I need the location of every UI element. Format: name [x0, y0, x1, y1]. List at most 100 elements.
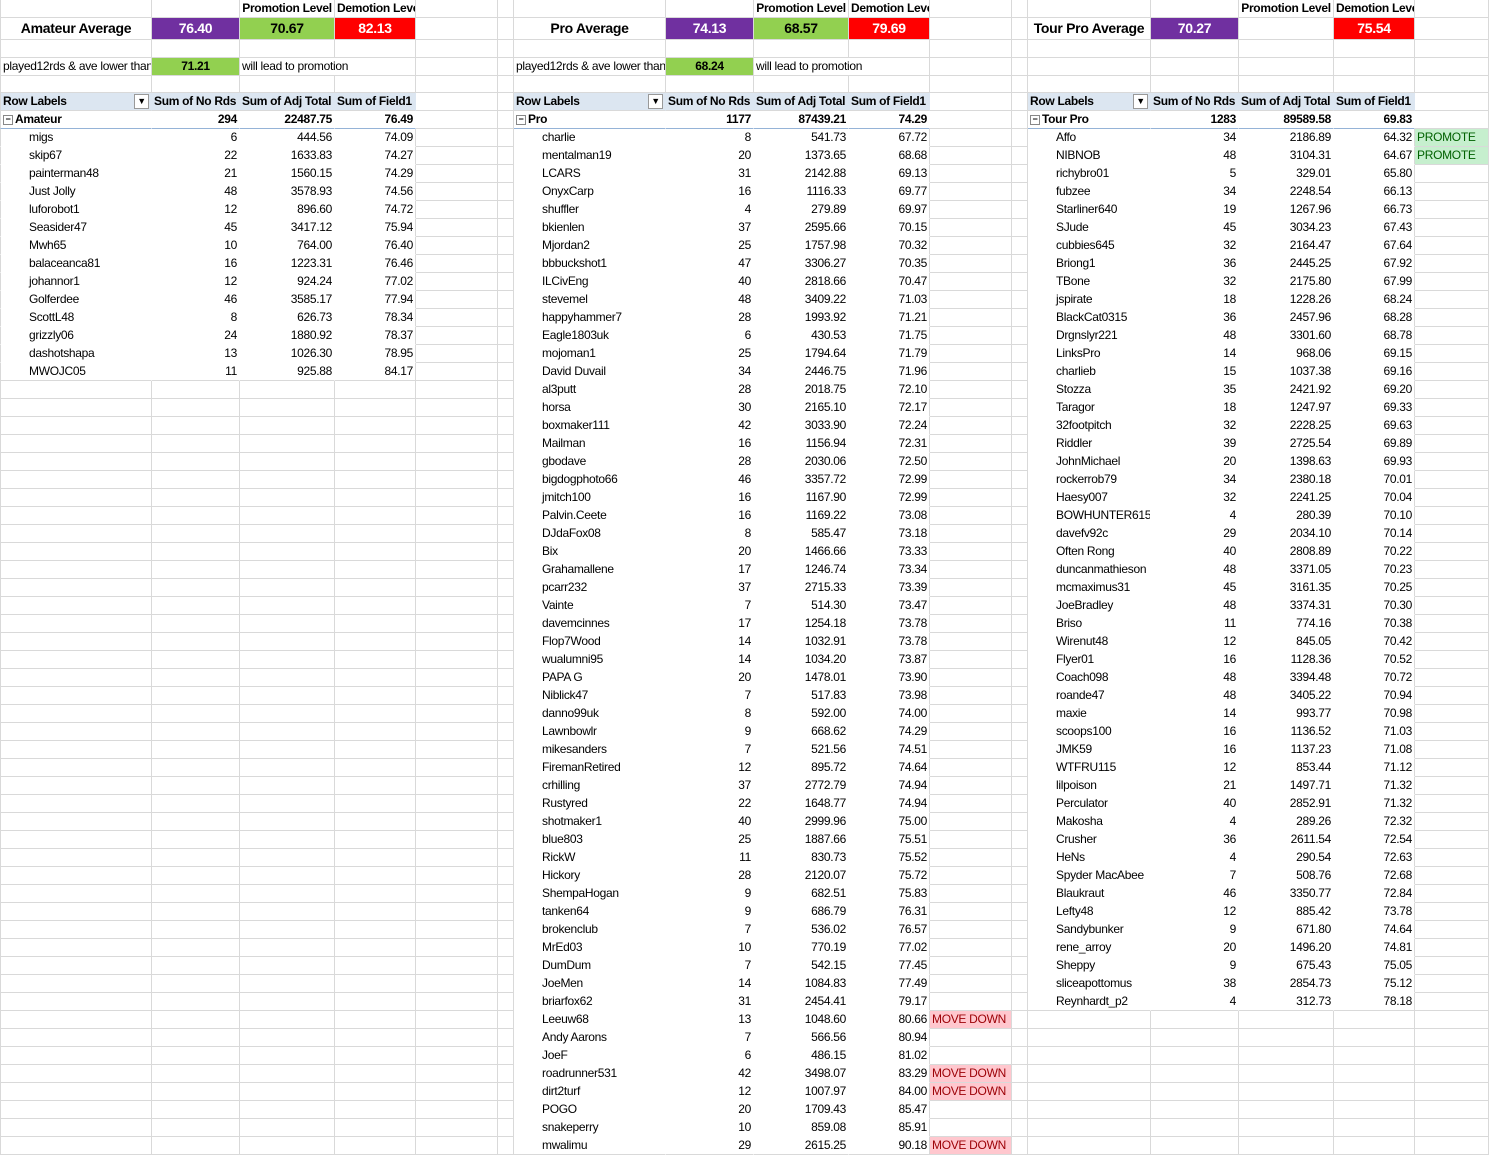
- adj-total[interactable]: 312.73: [1239, 993, 1334, 1011]
- cell[interactable]: [416, 507, 498, 525]
- cell[interactable]: [1415, 93, 1489, 111]
- cell[interactable]: [152, 1137, 240, 1155]
- player-name[interactable]: migs: [0, 129, 152, 147]
- cell[interactable]: [240, 489, 335, 507]
- cell[interactable]: [416, 147, 498, 165]
- player-name[interactable]: richybro01: [1028, 165, 1151, 183]
- player-name[interactable]: MrEd03: [514, 939, 666, 957]
- no-rds[interactable]: 30: [666, 399, 754, 417]
- cell[interactable]: [849, 40, 930, 58]
- cell[interactable]: [152, 885, 240, 903]
- cell[interactable]: [416, 633, 498, 651]
- field1-average[interactable]: 75.72: [849, 867, 930, 885]
- cell[interactable]: [152, 525, 240, 543]
- cell[interactable]: [152, 633, 240, 651]
- cell[interactable]: [152, 975, 240, 993]
- cell[interactable]: [152, 849, 240, 867]
- cell[interactable]: [1415, 795, 1489, 813]
- spacer-cell[interactable]: [1012, 633, 1028, 651]
- spacer-cell[interactable]: [1012, 867, 1028, 885]
- no-rds[interactable]: 20: [666, 669, 754, 687]
- cell[interactable]: [1239, 40, 1334, 58]
- cell[interactable]: [416, 705, 498, 723]
- no-rds[interactable]: 45: [152, 219, 240, 237]
- collapse-icon[interactable]: −: [516, 114, 526, 125]
- no-rds[interactable]: 48: [1151, 561, 1239, 579]
- no-rds[interactable]: 9: [666, 885, 754, 903]
- no-rds[interactable]: 10: [666, 1119, 754, 1137]
- adj-total[interactable]: 3585.17: [240, 291, 335, 309]
- adj-total[interactable]: 430.53: [754, 327, 849, 345]
- field1-average[interactable]: 73.90: [849, 669, 930, 687]
- cell[interactable]: [930, 255, 1012, 273]
- adj-total[interactable]: 1398.63: [1239, 453, 1334, 471]
- player-name[interactable]: shuffler: [514, 201, 666, 219]
- field1-average[interactable]: 72.63: [1334, 849, 1415, 867]
- cell[interactable]: [152, 759, 240, 777]
- cell[interactable]: [335, 633, 416, 651]
- adj-total[interactable]: 1228.26: [1239, 291, 1334, 309]
- cell[interactable]: [0, 1101, 152, 1119]
- field1-average[interactable]: 84.00: [849, 1083, 930, 1101]
- cell[interactable]: [240, 435, 335, 453]
- no-rds[interactable]: 40: [666, 273, 754, 291]
- spacer-cell[interactable]: [1012, 777, 1028, 795]
- spacer-cell[interactable]: [1012, 615, 1028, 633]
- spacer-cell[interactable]: [498, 471, 514, 489]
- cell[interactable]: [1415, 687, 1489, 705]
- adj-total[interactable]: 1156.94: [754, 435, 849, 453]
- adj-total[interactable]: 3350.77: [1239, 885, 1334, 903]
- column-header[interactable]: Sum of No Rds: [1151, 93, 1239, 111]
- group-row-label[interactable]: − Pro: [514, 111, 666, 129]
- cell[interactable]: [1028, 40, 1151, 58]
- cell[interactable]: [335, 687, 416, 705]
- cell[interactable]: [930, 201, 1012, 219]
- cell[interactable]: [0, 489, 152, 507]
- field1-average[interactable]: 70.32: [849, 237, 930, 255]
- adj-total[interactable]: 3498.07: [754, 1065, 849, 1083]
- cell[interactable]: [0, 1083, 152, 1101]
- average-value[interactable]: 76.40: [152, 18, 240, 40]
- player-name[interactable]: Grahamallene: [514, 561, 666, 579]
- no-rds[interactable]: 47: [666, 255, 754, 273]
- no-rds[interactable]: 16: [666, 435, 754, 453]
- adj-total[interactable]: 2772.79: [754, 777, 849, 795]
- spacer-cell[interactable]: [1012, 93, 1028, 111]
- adj-total[interactable]: 2615.25: [754, 1137, 849, 1155]
- adj-total[interactable]: 1167.90: [754, 489, 849, 507]
- cell[interactable]: [416, 903, 498, 921]
- spacer-cell[interactable]: [498, 417, 514, 435]
- spacer-cell[interactable]: [1012, 273, 1028, 291]
- cell[interactable]: [1028, 1083, 1151, 1101]
- adj-total[interactable]: 566.56: [754, 1029, 849, 1047]
- cell[interactable]: [1415, 111, 1489, 129]
- cell[interactable]: [416, 795, 498, 813]
- cell[interactable]: [416, 1083, 498, 1101]
- field1-average[interactable]: 70.04: [1334, 489, 1415, 507]
- cell[interactable]: [1415, 1137, 1489, 1155]
- player-name[interactable]: Briso: [1028, 615, 1151, 633]
- adj-total[interactable]: 2142.88: [754, 165, 849, 183]
- field1-average[interactable]: 66.73: [1334, 201, 1415, 219]
- adj-total[interactable]: 1794.64: [754, 345, 849, 363]
- player-name[interactable]: Just Jolly: [0, 183, 152, 201]
- spacer-cell[interactable]: [1012, 309, 1028, 327]
- adj-total[interactable]: 3405.22: [1239, 687, 1334, 705]
- cell[interactable]: [930, 165, 1012, 183]
- cell[interactable]: [0, 921, 152, 939]
- row-labels-header[interactable]: Row Labels ▼: [0, 93, 152, 111]
- no-rds[interactable]: 31: [666, 993, 754, 1011]
- player-name[interactable]: jmitch100: [514, 489, 666, 507]
- cell[interactable]: [416, 687, 498, 705]
- no-rds[interactable]: 6: [666, 1047, 754, 1065]
- no-rds[interactable]: 8: [666, 129, 754, 147]
- cell[interactable]: [1415, 165, 1489, 183]
- cell[interactable]: [416, 669, 498, 687]
- cell[interactable]: [335, 471, 416, 489]
- player-name[interactable]: Spyder MacAbee: [1028, 867, 1151, 885]
- player-name[interactable]: DJdaFox08: [514, 525, 666, 543]
- no-rds[interactable]: 34: [1151, 129, 1239, 147]
- cell[interactable]: [416, 255, 498, 273]
- cell[interactable]: [1415, 417, 1489, 435]
- cell[interactable]: [416, 1047, 498, 1065]
